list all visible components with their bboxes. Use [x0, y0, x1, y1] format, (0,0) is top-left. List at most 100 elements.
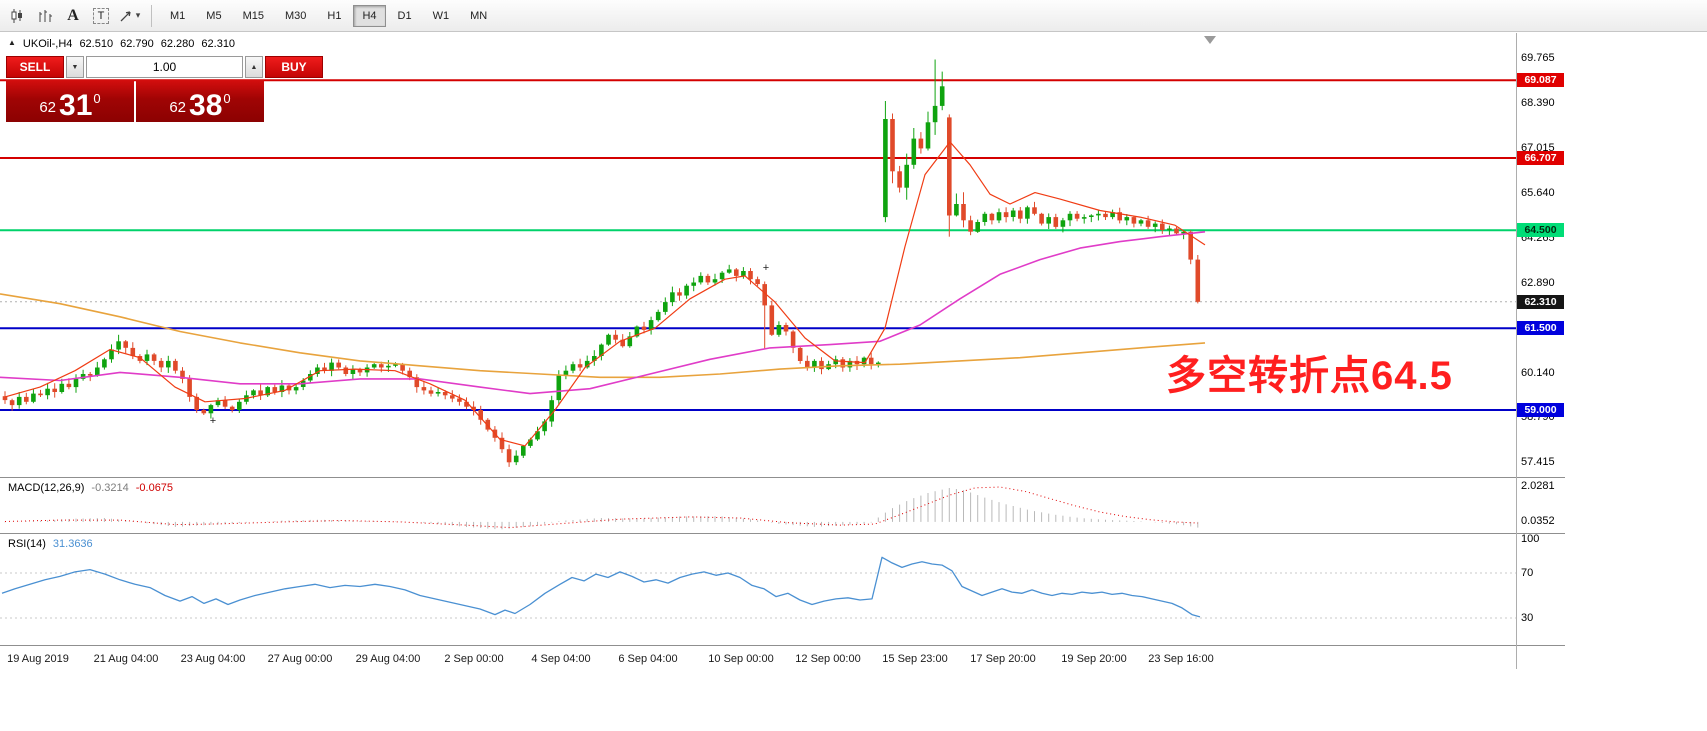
time-axis-label: 2 Sep 00:00	[444, 653, 504, 665]
time-axis[interactable]: 19 Aug 2019 21 Aug 04:00 23 Aug 04:00 27 Au…	[0, 646, 1565, 670]
rsi-axis: 100 70 30	[1517, 533, 1577, 645]
cross-marker[interactable]: +	[763, 262, 769, 274]
time-axis-label: 15 Sep 23:00	[882, 653, 948, 665]
price-tick: 65.640	[1521, 187, 1555, 199]
macd-label: MACD(12,26,9) -0.3214 -0.0675	[8, 482, 173, 494]
timeframe-d1[interactable]: D1	[389, 5, 421, 27]
ohlc-low: 62.280	[160, 38, 195, 50]
timeframe-m15[interactable]: M15	[234, 5, 273, 27]
bar-chart-glyph	[39, 9, 52, 22]
ask-quote[interactable]: 62 38 0	[136, 80, 264, 122]
bid-point: 0	[93, 91, 101, 106]
timeframe-w1[interactable]: W1	[424, 5, 459, 27]
level-price-badge[interactable]: 61.500	[1517, 321, 1564, 335]
pointer-icon	[120, 10, 131, 21]
candlestick-glyph	[11, 8, 22, 23]
time-axis-label: 29 Aug 04:00	[355, 653, 421, 665]
pointer-tool[interactable]: ▾	[116, 4, 142, 28]
level-price-badge[interactable]: 59.000	[1517, 403, 1564, 417]
level-price-badge[interactable]: 66.707	[1517, 151, 1564, 165]
macd-chart[interactable]	[0, 478, 1516, 533]
macd-signal-value: -0.0675	[135, 482, 174, 494]
text-box-glyph: T	[92, 7, 110, 24]
time-axis-label: 17 Sep 20:00	[970, 653, 1036, 665]
macd-axis-label: 0.0352	[1521, 515, 1555, 527]
ma-fast-line[interactable]	[4, 141, 1206, 447]
price-tick: 60.140	[1521, 367, 1555, 379]
timeframe-h4[interactable]: H4	[353, 4, 386, 27]
ohlc-open: 62.510	[79, 38, 114, 50]
quote-row: 62 31 0 62 38 0	[6, 80, 264, 122]
price-chart[interactable]: ++	[0, 33, 1516, 477]
price-tick: 68.390	[1521, 97, 1555, 109]
trade-controls-row: SELL ▼ ▲ BUY	[6, 56, 323, 78]
main-toolbar: A T ▾ M1 M5 M15 M30 H1 H4 D1 W1 MN	[0, 0, 1707, 32]
price-tick: 57.415	[1521, 456, 1555, 468]
rsi-name: RSI(14)	[8, 538, 46, 550]
ma-mid-line[interactable]	[0, 231, 1206, 395]
bid-quote[interactable]: 62 31 0	[6, 80, 134, 122]
one-click-trading-panel: SELL ▼ ▲ BUY 62 31 0 62 38 0	[6, 56, 323, 122]
time-axis-label: 19 Sep 20:00	[1061, 653, 1127, 665]
symbol-info-bar: ▲ UKOil-,H4 62.510 62.790 62.280 62.310	[8, 38, 235, 50]
axis-separator	[1516, 33, 1517, 669]
bid-price-badge: 62.310	[1517, 295, 1564, 309]
time-axis-label: 23 Sep 16:00	[1148, 653, 1214, 665]
rsi-axis-label: 30	[1521, 612, 1534, 624]
level-lines[interactable]	[0, 79, 1516, 411]
volume-increase-button[interactable]: ▲	[245, 56, 263, 78]
panel-separator[interactable]	[0, 533, 1565, 534]
macd-signal-line	[4, 486, 1199, 529]
ma-slow-line[interactable]	[0, 293, 1206, 379]
dropdown-arrow-icon: ▾	[135, 10, 141, 20]
level-price-badge[interactable]: 69.087	[1517, 73, 1564, 87]
time-axis-label: 27 Aug 00:00	[267, 653, 333, 665]
price-axis: 69.76568.39067.01565.64064.26562.89061.5…	[1517, 33, 1577, 477]
bar-chart-icon[interactable]	[32, 4, 58, 28]
rsi-label: RSI(14) 31.3636	[8, 538, 93, 550]
toolbar-separator	[151, 4, 152, 27]
timeframe-m5[interactable]: M5	[197, 5, 230, 27]
macd-main-value: -0.3214	[91, 482, 129, 494]
rsi-value: 31.3636	[52, 538, 93, 550]
candlestick-chart-icon[interactable]	[4, 4, 30, 28]
panel-separator[interactable]	[0, 645, 1565, 646]
chart-panel: + + 69.765 68.390 67.015 65.640 64.265 62.890 6…	[0, 33, 1565, 477]
ohlc-close: 62.310	[201, 38, 236, 50]
macd-axis-label: 2.0281	[1521, 480, 1555, 492]
cross-marker[interactable]: +	[210, 415, 216, 427]
ask-point: 0	[223, 91, 231, 106]
timeframe-m30[interactable]: M30	[276, 5, 315, 27]
rsi-line	[1, 556, 1201, 618]
bid-pips: 31	[59, 89, 93, 122]
buy-button[interactable]: BUY	[265, 56, 323, 78]
rsi-panel: RSI(14) 31.3636 100 70 30	[0, 533, 1565, 645]
time-axis-label: 12 Sep 00:00	[795, 653, 861, 665]
timeframe-m1[interactable]: M1	[161, 5, 194, 27]
time-axis-label: 19 Aug 2019	[7, 653, 69, 665]
collapse-arrow-icon[interactable]: ▲	[8, 38, 16, 47]
time-axis-label: 23 Aug 04:00	[180, 653, 246, 665]
time-axis-label: 21 Aug 04:00	[93, 653, 159, 665]
timeframe-mn[interactable]: MN	[461, 5, 496, 27]
timeframe-h1[interactable]: H1	[318, 5, 350, 27]
rsi-chart[interactable]	[0, 534, 1516, 645]
rsi-axis-label: 70	[1521, 567, 1534, 579]
symbol-period: UKOil-,H4	[22, 38, 73, 50]
text-box-tool[interactable]: T	[88, 4, 114, 28]
chart-shift-marker-icon[interactable]	[1204, 36, 1216, 44]
rsi-axis-label: 100	[1521, 533, 1540, 545]
sell-button[interactable]: SELL	[6, 56, 64, 78]
volume-input[interactable]	[86, 56, 243, 78]
time-axis-label: 6 Sep 04:00	[618, 653, 678, 665]
macd-histogram	[4, 488, 1199, 530]
text-label-tool[interactable]: A	[60, 4, 86, 28]
macd-axis: 2.0281 0.0352	[1517, 478, 1577, 533]
volume-decrease-button[interactable]: ▼	[66, 56, 84, 78]
panel-separator[interactable]	[0, 477, 1565, 478]
time-axis-label: 4 Sep 04:00	[531, 653, 591, 665]
bid-whole: 62	[39, 99, 57, 116]
level-price-badge[interactable]: 64.500	[1517, 223, 1564, 237]
chart-annotation: 多空转折点64.5	[1166, 354, 1453, 398]
time-axis-label: 10 Sep 00:00	[708, 653, 774, 665]
